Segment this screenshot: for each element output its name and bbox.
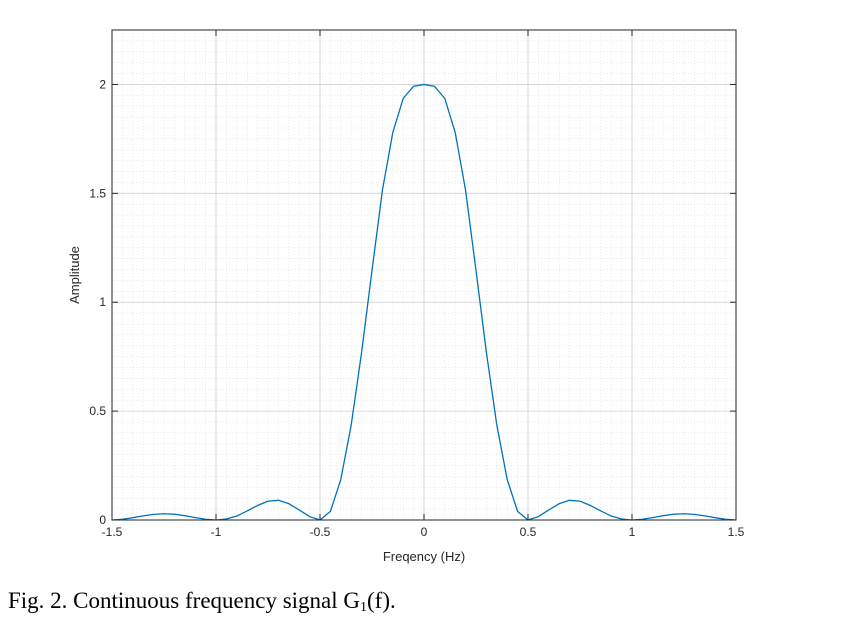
y-tick-label: 2 bbox=[99, 77, 106, 91]
x-tick-label: 1.5 bbox=[728, 525, 745, 539]
x-tick-labels: -1.5 -1 -0.5 0 0.5 1 1.5 bbox=[102, 525, 745, 539]
y-axis-label: Amplitude bbox=[67, 246, 82, 304]
axis-ticks bbox=[111, 30, 737, 521]
x-tick-label: 0 bbox=[421, 525, 428, 539]
x-tick-label: 1 bbox=[629, 525, 636, 539]
y-tick-labels: 0 0.5 1 1.5 2 bbox=[89, 77, 106, 527]
figure-caption: Fig. 2. Continuous frequency signal G1(f… bbox=[8, 588, 396, 616]
line-chart: -1.5 -1 -0.5 0 0.5 1 1.5 0 0.5 1 1.5 2 Freqency (H… bbox=[67, 29, 745, 564]
caption-suffix: (f). bbox=[367, 588, 396, 613]
y-tick-label: 0 bbox=[99, 513, 106, 527]
x-axis-label: Freqency (Hz) bbox=[383, 549, 465, 564]
caption-prefix: Fig. 2. Continuous frequency signal G bbox=[8, 588, 360, 613]
y-tick-label: 1 bbox=[99, 295, 106, 309]
y-tick-label: 1.5 bbox=[89, 186, 106, 200]
x-tick-label: -1.5 bbox=[102, 525, 123, 539]
x-tick-label: -1 bbox=[211, 525, 222, 539]
x-tick-label: -0.5 bbox=[310, 525, 331, 539]
x-tick-label: 0.5 bbox=[520, 525, 537, 539]
y-tick-label: 0.5 bbox=[89, 404, 106, 418]
caption-subscript: 1 bbox=[360, 600, 367, 615]
